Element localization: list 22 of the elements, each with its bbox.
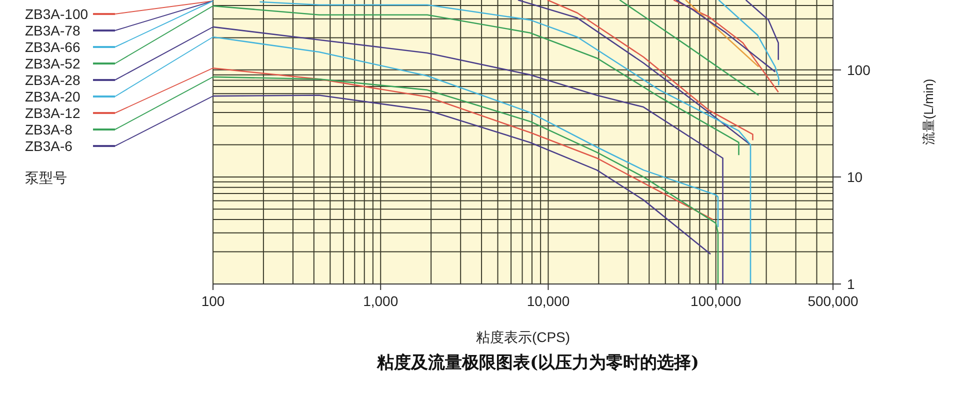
legend-label: ZB3A-78: [25, 22, 80, 38]
x-tick-label: 10,000: [526, 293, 570, 309]
legend-label: ZB3A-6: [25, 138, 73, 154]
x-tick-label: 1,000: [363, 293, 398, 309]
legend-title: 泵型号: [25, 170, 67, 186]
legend-label: ZB3A-52: [25, 56, 80, 72]
text: 粘度及流量极限图表(以压力为零时的选择): [376, 353, 700, 373]
x-tick-label: 100: [201, 293, 225, 309]
line-series: [672, 0, 779, 93]
legend-label: ZB3A-8: [25, 122, 73, 138]
legend-label: ZB3A-28: [25, 72, 80, 88]
legend-label: ZB3A-20: [25, 88, 80, 104]
x-tick-label: 500,000: [808, 293, 859, 309]
legend-label: ZB3A-12: [25, 105, 80, 121]
y-tick-label: 1: [847, 276, 855, 292]
y-axis-title: 流量(L/min): [921, 78, 936, 146]
legend-label: ZB3A-66: [25, 39, 80, 55]
x-axis-title: 粘度表示(CPS): [476, 329, 570, 345]
y-tick-label: 10: [847, 168, 863, 185]
x-tick-label: 100,000: [690, 293, 742, 309]
legend-label: ZB3A-100: [25, 6, 88, 22]
y-tick-label: 100: [847, 62, 871, 78]
